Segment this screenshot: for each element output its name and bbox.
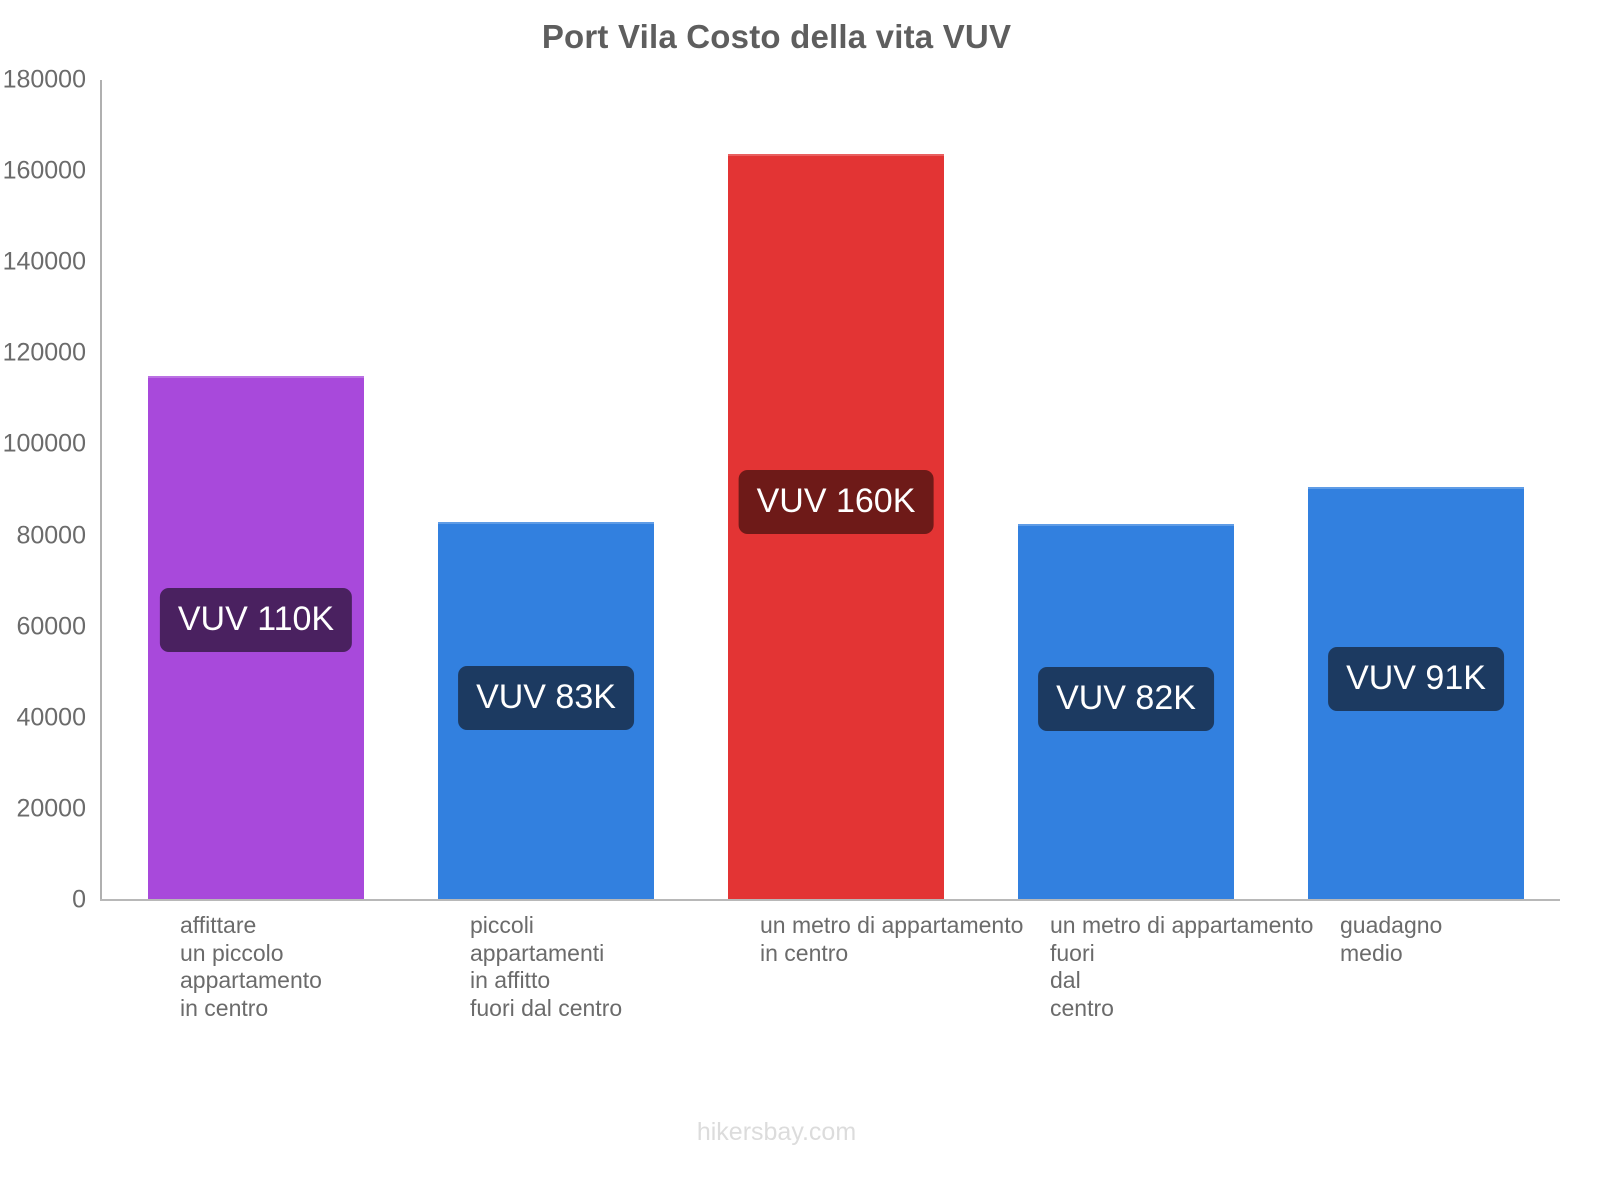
y-axis-tick-label: 80000 [16, 521, 86, 550]
bar-top-edge [438, 521, 654, 524]
plot-area: 0 20000 40000 60000 80000 100000 120000 140000 1… [3, 66, 1560, 914]
bar-value-label: VUV 160K [738, 469, 934, 534]
y-axis-tick-label: 120000 [2, 338, 86, 367]
footer-watermark: hikersbay.com [696, 1118, 857, 1146]
x-axis-category-label: affittare un piccolo appartamento in cen… [180, 912, 322, 1021]
y-axis-tick-mark [100, 899, 110, 901]
y-axis-tick-label: 140000 [2, 247, 86, 276]
y-axis-tick-label: 40000 [16, 703, 86, 732]
bar-value-label: VUV 82K [1038, 667, 1214, 732]
x-axis-category-label: guadagno medio [1340, 912, 1443, 966]
chart-title: Port Vila Costo della vita VUV [541, 18, 1012, 55]
y-axis-tick-label: 60000 [16, 612, 86, 641]
x-axis-line [100, 899, 1560, 901]
x-axis-category-label: un metro di appartamento fuori dal centr… [1050, 912, 1314, 1021]
y-axis-tick-label: 20000 [16, 794, 86, 823]
y-axis-line [100, 80, 102, 900]
bar-top-edge [1308, 486, 1524, 489]
bar-top-edge [148, 376, 364, 379]
bar-value-label: VUV 110K [159, 588, 353, 653]
y-axis-tick-label: 180000 [2, 65, 86, 94]
x-axis-category-label: piccoli appartamenti in affitto fuori da… [470, 912, 623, 1021]
bar-value-label: VUV 83K [458, 666, 634, 731]
y-axis-tick-label: 160000 [2, 156, 86, 185]
x-axis-category-label: un metro di appartamento in centro [760, 912, 1024, 966]
bar-top-edge [728, 154, 944, 157]
y-axis-tick-label: 100000 [2, 429, 86, 458]
bar-top-edge [1018, 524, 1234, 527]
bar-value-label: VUV 91K [1328, 647, 1504, 712]
y-axis-tick-label: 0 [72, 885, 86, 914]
